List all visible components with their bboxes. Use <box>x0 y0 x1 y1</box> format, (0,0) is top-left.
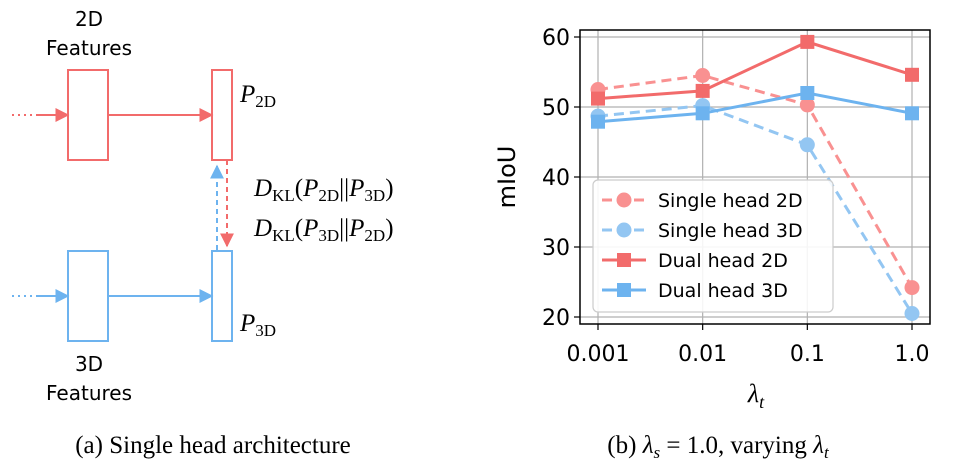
legend-swatch-marker <box>617 253 631 267</box>
head-2d-box <box>211 69 233 161</box>
data-point <box>591 91 605 106</box>
data-point <box>799 97 815 113</box>
p3d-label: P3D <box>239 310 276 340</box>
diagram-panel: 2D Features P2D DKL(P2D||P3D) DKL(P3D||P… <box>12 7 394 459</box>
data-point <box>800 34 815 49</box>
legend: Single head 2D Single head 3D Dual head 2D… <box>592 179 834 313</box>
kl-bottom-formula: DKL(P3D||P2D) <box>253 215 394 245</box>
y-tick-label: 60 <box>542 26 570 51</box>
x-tick-label: 0.1 <box>790 342 825 367</box>
legend-swatch-marker <box>616 222 632 238</box>
p2d-label: P2D <box>239 81 276 111</box>
kl-top-formula: DKL(P2D||P3D) <box>253 175 394 205</box>
series-layer <box>590 34 920 321</box>
chart-panel: 20 30 40 50 60 0.001 0.01 0.1 1.0 mIoU λt Single… <box>493 26 931 462</box>
data-point <box>695 106 710 121</box>
legend-label: Single head 3D <box>658 220 803 242</box>
x-tick-label: 0.01 <box>678 342 727 367</box>
series-dual-head-3d <box>591 86 919 129</box>
x-tick-label: 1.0 <box>895 342 930 367</box>
y-tick-label: 20 <box>542 306 570 331</box>
legend-swatch-marker <box>617 283 631 297</box>
data-point <box>800 86 815 100</box>
data-point <box>905 67 919 82</box>
encoder-2d-box <box>67 69 109 161</box>
label-3d-features-line1: 3D <box>75 352 103 376</box>
legend-swatch-marker <box>616 192 632 208</box>
y-tick-label: 30 <box>542 236 570 261</box>
data-point <box>905 106 919 121</box>
label-2d-features-line2: Features <box>46 36 132 60</box>
legend-item: Dual head 3D <box>602 280 788 302</box>
label-3d-features-line2: Features <box>46 381 132 405</box>
data-point <box>904 280 920 296</box>
legend-label: Single head 2D <box>658 190 803 212</box>
x-axis-label: λt <box>747 379 765 412</box>
y-tick-label: 40 <box>542 166 570 191</box>
tick-labels: 20 30 40 50 60 0.001 0.01 0.1 1.0 <box>542 26 930 367</box>
legend-box <box>592 179 834 313</box>
legend-label: Dual head 3D <box>658 280 788 302</box>
data-point <box>591 114 605 129</box>
legend-item: Single head 2D <box>602 190 803 212</box>
series-dual-head-2d <box>591 34 919 106</box>
series-line <box>597 73 914 289</box>
legend-item: Single head 3D <box>602 220 803 242</box>
series-line <box>597 40 913 101</box>
y-tick-label: 50 <box>542 96 570 121</box>
head-3d-box <box>211 250 233 342</box>
data-point <box>695 68 711 83</box>
series-line <box>597 104 914 315</box>
legend-item: Dual head 2D <box>602 250 788 272</box>
data-point <box>695 83 710 98</box>
data-point <box>904 306 920 321</box>
series-line <box>597 91 913 124</box>
x-tick-label: 0.001 <box>567 342 630 367</box>
legend-label: Dual head 2D <box>658 250 788 272</box>
encoder-3d-box <box>67 250 109 342</box>
caption-a: (a) Single head architecture <box>75 432 351 459</box>
label-2d-features-line1: 2D <box>75 7 103 31</box>
data-point <box>799 137 815 153</box>
caption-b: (b) λs = 1.0, varying λt <box>607 432 830 462</box>
y-axis-label: mIoU <box>493 146 521 209</box>
